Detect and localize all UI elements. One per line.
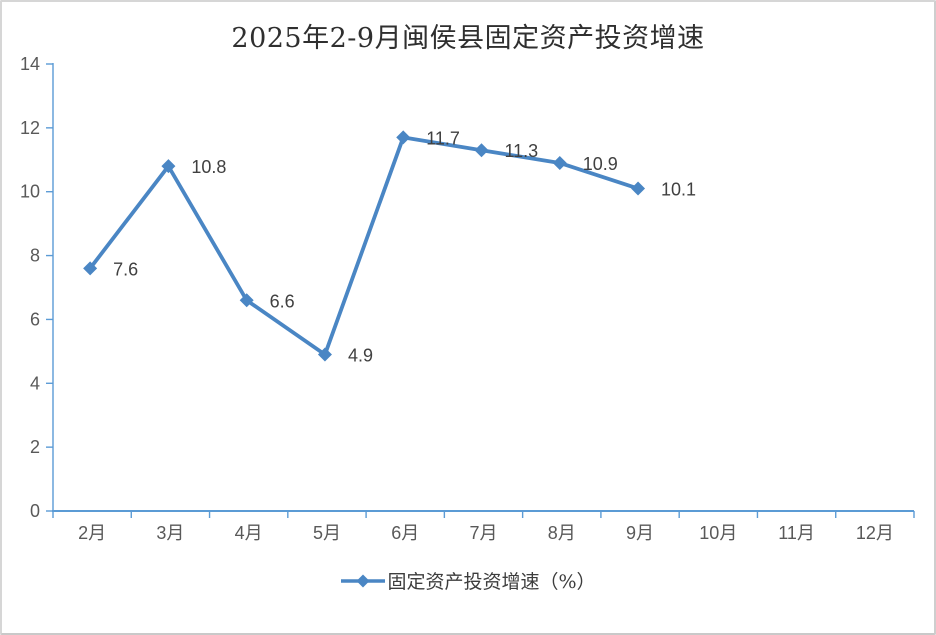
x-tick-label: 3月: [156, 523, 184, 543]
x-tick-label: 7月: [469, 523, 497, 543]
x-tick-label: 6月: [391, 523, 419, 543]
data-point-marker: [474, 143, 489, 158]
y-tick-label: 12: [20, 118, 40, 138]
x-tick-label: 2月: [78, 523, 106, 543]
legend-label: 固定资产投资增速（%）: [387, 571, 596, 593]
series-line: [88, 135, 640, 357]
data-point-label: 10.9: [583, 154, 618, 174]
x-tick-label: 4月: [235, 523, 263, 543]
data-point-marker: [239, 293, 254, 308]
data-point-marker: [161, 159, 176, 174]
y-tick-label: 6: [30, 309, 40, 329]
y-tick-label: 2: [30, 437, 40, 457]
data-point-marker: [83, 261, 98, 276]
series-marker-icon: [341, 574, 386, 587]
x-tick-label: 12月: [856, 523, 894, 543]
data-point-label: 10.1: [661, 180, 696, 200]
x-tick-label: 9月: [626, 523, 654, 543]
data-point-label: 11.7: [426, 128, 460, 148]
data-point-marker: [317, 347, 332, 362]
data-point-label: 10.8: [191, 157, 226, 177]
data-point-marker: [552, 155, 567, 170]
data-point-label: 11.3: [505, 141, 539, 161]
data-point-marker: [396, 130, 411, 145]
y-tick-label: 14: [20, 54, 40, 74]
y-tick-label: 0: [30, 501, 40, 521]
x-tick-label: 10月: [699, 523, 737, 543]
x-tick-label: 5月: [313, 523, 341, 543]
data-point-label: 4.9: [348, 346, 373, 366]
x-tick-label: 11月: [778, 523, 815, 543]
y-tick-label: 10: [20, 182, 40, 202]
y-tick-label: 4: [30, 373, 40, 393]
data-point-label: 7.6: [113, 259, 138, 279]
y-tick-label: 8: [30, 246, 40, 266]
chart-title: 2025年2-9月闽侯县固定资产投资增速: [231, 23, 705, 54]
x-tick-label: 8月: [548, 523, 576, 543]
data-point-label: 6.6: [270, 291, 295, 311]
legend: 固定资产投资增速（%）: [2, 567, 934, 594]
data-point-marker: [631, 181, 646, 196]
